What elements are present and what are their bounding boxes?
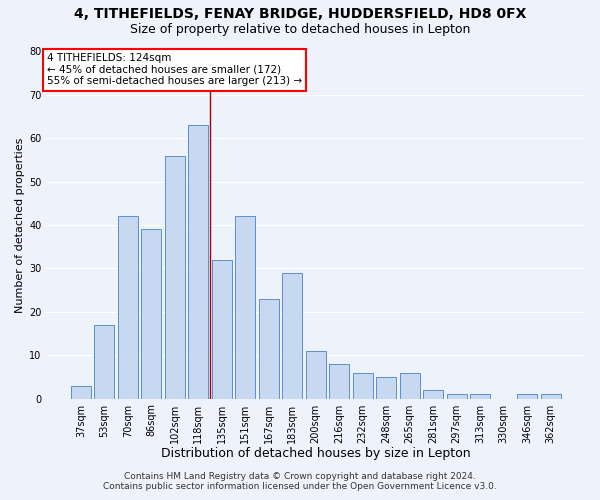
- Bar: [282, 273, 302, 398]
- Bar: [142, 230, 161, 398]
- Bar: [165, 156, 185, 398]
- Bar: [71, 386, 91, 398]
- Bar: [376, 377, 396, 398]
- Bar: [470, 394, 490, 398]
- Bar: [94, 325, 115, 398]
- Text: Size of property relative to detached houses in Lepton: Size of property relative to detached ho…: [130, 22, 470, 36]
- Bar: [235, 216, 255, 398]
- Y-axis label: Number of detached properties: Number of detached properties: [15, 138, 25, 312]
- X-axis label: Distribution of detached houses by size in Lepton: Distribution of detached houses by size …: [161, 447, 470, 460]
- Bar: [423, 390, 443, 398]
- Text: 4 TITHEFIELDS: 124sqm
← 45% of detached houses are smaller (172)
55% of semi-det: 4 TITHEFIELDS: 124sqm ← 45% of detached …: [47, 53, 302, 86]
- Bar: [329, 364, 349, 398]
- Bar: [446, 394, 467, 398]
- Bar: [306, 351, 326, 399]
- Bar: [188, 126, 208, 398]
- Bar: [517, 394, 537, 398]
- Text: 4, TITHEFIELDS, FENAY BRIDGE, HUDDERSFIELD, HD8 0FX: 4, TITHEFIELDS, FENAY BRIDGE, HUDDERSFIE…: [74, 8, 526, 22]
- Text: Contains HM Land Registry data © Crown copyright and database right 2024.
Contai: Contains HM Land Registry data © Crown c…: [103, 472, 497, 491]
- Bar: [259, 299, 279, 398]
- Bar: [400, 372, 419, 398]
- Bar: [212, 260, 232, 398]
- Bar: [118, 216, 138, 398]
- Bar: [353, 372, 373, 398]
- Bar: [541, 394, 560, 398]
